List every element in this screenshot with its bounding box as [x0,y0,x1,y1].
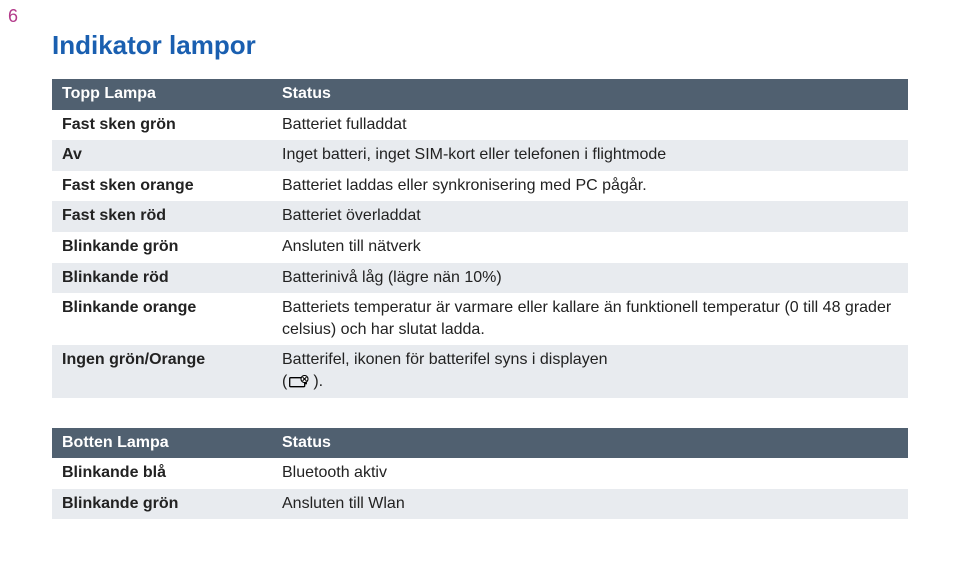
row-label: Blinkande orange [52,293,272,345]
table-row: Fast sken röd Batteriet överladdat [52,201,908,232]
row-value: Batteriet överladdat [272,201,908,232]
table-row: Ingen grön/Orange Batterifel, ikonen för… [52,345,908,397]
row-value: Batterifel, ikonen för batterifel syns i… [272,345,908,397]
table-row: Blinkande orange Batteriets temperatur ä… [52,293,908,345]
row-value-paren-open: ( [282,373,287,390]
page-number: 6 [8,6,18,27]
row-value-pre: Batterifel, ikonen för batterifel syns i… [282,351,608,368]
row-value: Batterinivå låg (lägre nän 10%) [272,263,908,294]
table-row: Blinkande grön Ansluten till nätverk [52,232,908,263]
table-row: Av Inget batteri, inget SIM-kort eller t… [52,140,908,171]
row-value: Ansluten till nätverk [272,232,908,263]
battery-error-icon [289,375,311,389]
bottom-lamp-table: Botten Lampa Status Blinkande blå Blueto… [52,428,908,520]
table-header-row: Topp Lampa Status [52,79,908,110]
col1-header: Botten Lampa [52,428,272,459]
row-label: Ingen grön/Orange [52,345,272,397]
page-title: Indikator lampor [52,30,908,61]
row-label: Av [52,140,272,171]
row-label: Blinkande blå [52,458,272,489]
table-row: Blinkande röd Batterinivå låg (lägre nän… [52,263,908,294]
table-row: Fast sken grön Batteriet fulladdat [52,110,908,141]
row-value: Batteriet laddas eller synkronisering me… [272,171,908,202]
table-row: Blinkande blå Bluetooth aktiv [52,458,908,489]
row-value-paren-close: ). [313,373,323,390]
table-row: Fast sken orange Batteriet laddas eller … [52,171,908,202]
table-row: Blinkande grön Ansluten till Wlan [52,489,908,520]
row-value: Ansluten till Wlan [272,489,908,520]
row-label: Fast sken grön [52,110,272,141]
row-label: Blinkande grön [52,232,272,263]
top-lamp-table: Topp Lampa Status Fast sken grön Batteri… [52,79,908,398]
col1-header: Topp Lampa [52,79,272,110]
row-label: Blinkande röd [52,263,272,294]
row-label: Blinkande grön [52,489,272,520]
row-label: Fast sken röd [52,201,272,232]
col2-header: Status [272,79,908,110]
row-value: Bluetooth aktiv [272,458,908,489]
row-label: Fast sken orange [52,171,272,202]
table-header-row: Botten Lampa Status [52,428,908,459]
col2-header: Status [272,428,908,459]
row-value: Batteriets temperatur är varmare eller k… [272,293,908,345]
row-value: Batteriet fulladdat [272,110,908,141]
row-value: Inget batteri, inget SIM-kort eller tele… [272,140,908,171]
